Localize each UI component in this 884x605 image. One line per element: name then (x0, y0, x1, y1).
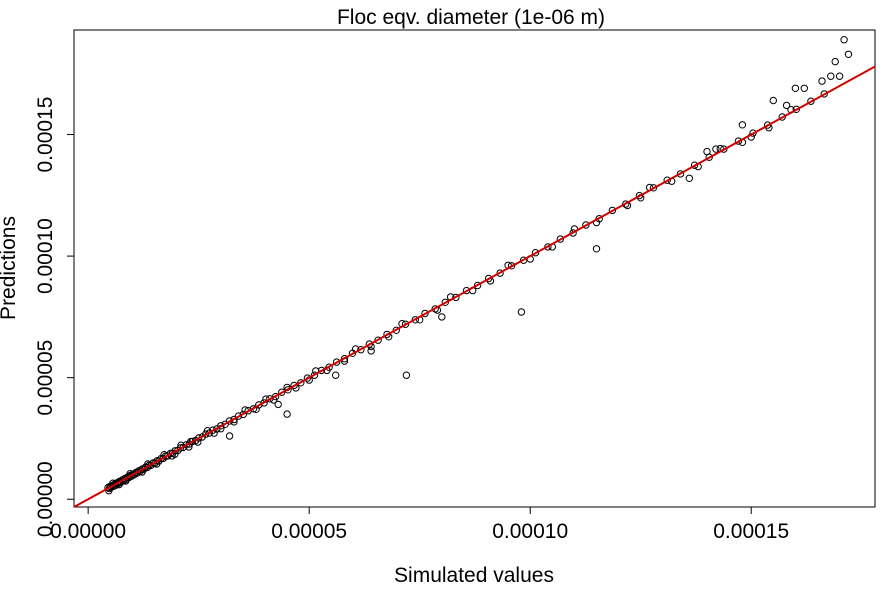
x-axis: 0.00000 0.00005 0.00010 0.00015 (50, 506, 789, 543)
data-point (217, 422, 225, 430)
data-point (367, 347, 375, 355)
data-point (303, 374, 312, 382)
data-point (421, 309, 429, 318)
data-point (340, 355, 349, 363)
y-tick-label: 0.00005 (34, 340, 57, 416)
data-point (357, 346, 365, 354)
data-point (840, 36, 848, 44)
data-point (438, 313, 446, 321)
data-point (835, 72, 844, 80)
data-point (807, 97, 815, 105)
plot-frame (73, 29, 876, 508)
data-point (441, 298, 449, 306)
data-point (239, 410, 248, 419)
y-axis-label: Predictions (0, 216, 20, 320)
data-point (225, 417, 234, 425)
y-axis: 0.00000 0.00005 0.00010 0.00015 (34, 97, 75, 537)
data-point (411, 316, 419, 324)
data-point (507, 262, 516, 270)
data-point (818, 77, 826, 85)
data-point (176, 444, 185, 452)
y-tick-label: 0.00015 (34, 97, 57, 173)
data-point (283, 410, 291, 418)
data-point (820, 90, 828, 98)
x-tick-label: 0.00000 (50, 520, 126, 543)
y-tick-label: 0.00010 (34, 218, 57, 294)
data-point (365, 340, 373, 348)
data-point (473, 281, 482, 290)
x-tick-label: 0.00005 (271, 520, 347, 543)
data-point (159, 454, 168, 463)
data-point (278, 388, 286, 396)
data-point (244, 407, 252, 415)
data-point (484, 274, 493, 283)
chart-title: Floc eqv. diameter (1e-06 m) (337, 6, 605, 29)
data-point (317, 366, 326, 375)
data-point (831, 57, 839, 66)
data-point (310, 371, 319, 379)
data-point (452, 293, 460, 302)
data-point (402, 371, 411, 379)
reference-line (73, 65, 876, 508)
data-point (703, 147, 711, 156)
data-point (517, 308, 526, 316)
data-point (649, 184, 658, 192)
data-point (663, 176, 671, 184)
data-point (274, 400, 282, 409)
data-point (544, 243, 552, 251)
data-point (676, 170, 685, 178)
reference-line-group (73, 65, 876, 508)
data-points (104, 36, 853, 495)
data-point (582, 221, 590, 229)
data-point (392, 326, 400, 334)
data-point (778, 113, 786, 121)
data-point (592, 245, 601, 253)
data-point (749, 129, 757, 137)
data-point (685, 174, 693, 183)
x-tick-label: 0.00010 (492, 520, 568, 543)
data-point (782, 101, 791, 110)
data-point (569, 229, 577, 237)
data-point (738, 121, 747, 129)
x-tick-label: 0.00015 (713, 520, 789, 543)
data-point (225, 432, 234, 440)
data-point (608, 206, 617, 215)
y-tick-label: 0.00000 (34, 461, 57, 537)
data-point (827, 72, 835, 80)
data-point (734, 137, 743, 145)
data-point (531, 249, 540, 257)
data-point (234, 412, 243, 420)
data-point (800, 84, 808, 93)
data-point (720, 145, 728, 153)
data-point (844, 50, 853, 58)
data-point (791, 84, 800, 93)
data-point (556, 235, 564, 243)
data-point (297, 379, 305, 387)
data-point (195, 434, 203, 442)
data-point (332, 358, 341, 366)
data-point (690, 161, 699, 169)
data-point (260, 399, 268, 407)
data-point (374, 336, 382, 344)
data-point (401, 320, 410, 328)
data-point (496, 269, 504, 277)
x-axis-label: Simulated values (394, 564, 554, 587)
data-point (622, 200, 630, 208)
data-point (769, 96, 777, 105)
data-point (712, 145, 720, 153)
data-point (249, 405, 258, 413)
data-point (792, 105, 800, 114)
data-point (332, 371, 340, 379)
